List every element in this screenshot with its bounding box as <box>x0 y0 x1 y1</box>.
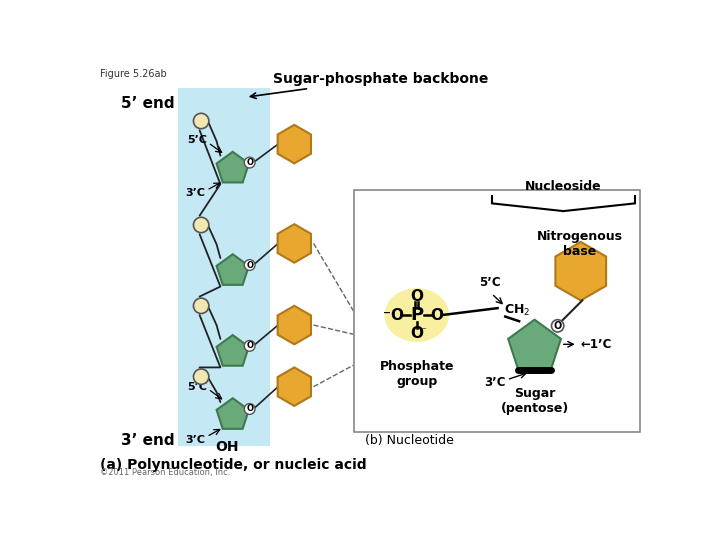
Polygon shape <box>278 125 311 164</box>
Text: 5’C: 5’C <box>187 382 207 392</box>
Polygon shape <box>278 306 311 345</box>
Text: Phosphate
group: Phosphate group <box>379 360 454 388</box>
Circle shape <box>244 340 255 351</box>
Text: O: O <box>246 260 253 269</box>
Text: 5’C: 5’C <box>187 135 207 145</box>
Text: Nucleoside: Nucleoside <box>525 180 602 193</box>
Polygon shape <box>278 367 311 406</box>
Text: (b) Nucleotide: (b) Nucleotide <box>365 434 454 448</box>
Polygon shape <box>217 152 249 183</box>
Circle shape <box>244 260 255 271</box>
Text: (a) Polynucleotide, or nucleic acid: (a) Polynucleotide, or nucleic acid <box>99 457 366 471</box>
Polygon shape <box>508 320 561 370</box>
Circle shape <box>194 113 209 129</box>
Text: O: O <box>246 158 253 167</box>
Text: Nitrogenous
base: Nitrogenous base <box>537 231 623 258</box>
Circle shape <box>194 298 209 314</box>
Text: CH$_2$: CH$_2$ <box>504 303 530 318</box>
Text: 3’C: 3’C <box>186 435 206 445</box>
Ellipse shape <box>384 288 449 342</box>
Circle shape <box>244 157 255 168</box>
Text: O: O <box>246 404 253 414</box>
Text: O: O <box>410 289 423 304</box>
Text: 5’C: 5’C <box>479 276 500 289</box>
Text: O: O <box>554 321 562 331</box>
Circle shape <box>194 217 209 233</box>
FancyBboxPatch shape <box>354 190 640 432</box>
Text: ←1’C: ←1’C <box>581 338 612 351</box>
Polygon shape <box>217 254 249 285</box>
Text: 3’ end: 3’ end <box>121 433 175 448</box>
Circle shape <box>244 403 255 414</box>
Text: ©2011 Pearson Education, Inc.: ©2011 Pearson Education, Inc. <box>99 468 230 477</box>
Text: 5’ end: 5’ end <box>121 96 175 111</box>
Polygon shape <box>555 242 606 300</box>
Text: P: P <box>410 306 423 324</box>
Polygon shape <box>178 88 271 446</box>
Text: OH: OH <box>215 441 238 455</box>
Text: Figure 5.26ab: Figure 5.26ab <box>99 69 166 79</box>
Text: Sugar-phosphate backbone: Sugar-phosphate backbone <box>251 72 488 98</box>
Circle shape <box>552 320 564 332</box>
Circle shape <box>194 369 209 384</box>
Text: Sugar
(pentose): Sugar (pentose) <box>500 387 569 415</box>
Text: 3’C: 3’C <box>484 376 505 389</box>
Polygon shape <box>217 335 249 366</box>
Polygon shape <box>278 224 311 262</box>
Text: O: O <box>246 341 253 350</box>
Text: ⁻O: ⁻O <box>383 308 404 322</box>
Text: O: O <box>410 326 423 341</box>
Polygon shape <box>217 398 249 429</box>
Text: 3’C: 3’C <box>186 188 206 198</box>
Text: ⁻: ⁻ <box>420 326 427 336</box>
Text: O: O <box>431 308 444 322</box>
